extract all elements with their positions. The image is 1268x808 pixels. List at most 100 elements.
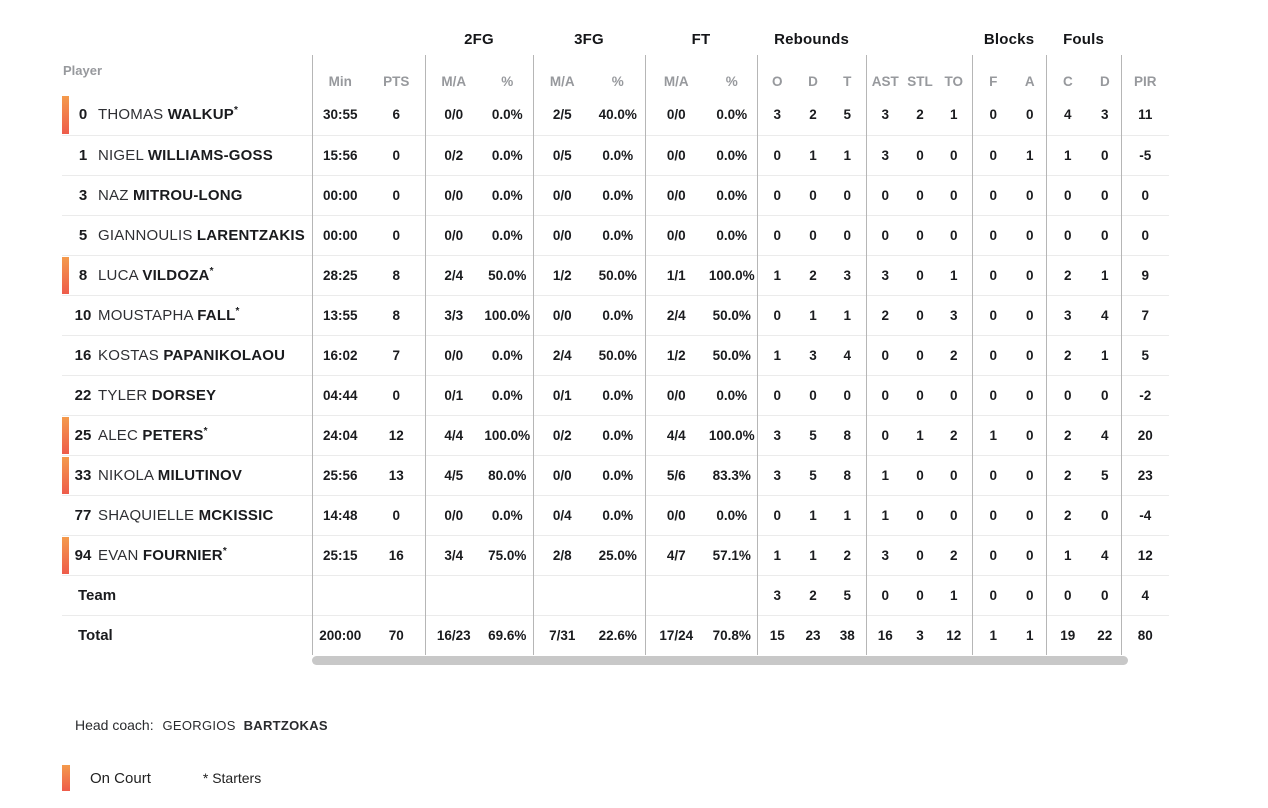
player-name[interactable]: KOSTAS PAPANIKOLAOU — [98, 347, 285, 364]
stat-cell: 0 — [904, 294, 937, 335]
stat-cell: 0 — [1014, 374, 1047, 415]
stat-cell: 50.0% — [482, 254, 533, 295]
stat-cell: 0 — [368, 494, 425, 535]
stat-cell: 0.0% — [707, 494, 758, 535]
player-name[interactable]: MOUSTAPHA FALL* — [98, 306, 240, 324]
stat-cell: 5 — [797, 414, 830, 455]
player-name[interactable]: GIANNOULIS LARENTZAKIS — [98, 227, 305, 244]
horizontal-scrollbar[interactable] — [312, 656, 1128, 665]
total-row-label: Total — [78, 626, 113, 644]
player-name[interactable]: LUCA VILDOZA* — [98, 266, 214, 284]
stat-cell: 0.0% — [491, 107, 523, 123]
stat-cell: 0/2 — [424, 134, 482, 175]
stat-cell: 2 — [1045, 334, 1090, 375]
stat-cell: 2 — [936, 534, 973, 575]
stat-cell: 80 — [1120, 614, 1170, 655]
stat-cell: 0 — [1014, 214, 1047, 255]
player-name[interactable]: ALEC PETERS* — [98, 426, 208, 444]
stat-cell: 0 — [756, 214, 798, 255]
player-first-name: NIGEL — [98, 146, 148, 164]
column-header: % — [725, 74, 738, 89]
stat-cell: 0.0% — [591, 454, 645, 495]
stat-cell: 0/0 — [644, 494, 707, 535]
player-first-name: EVAN — [98, 546, 143, 564]
stat-cell: 3 — [829, 254, 867, 295]
stat-cell: 2 — [1045, 494, 1090, 535]
player-last-name: DORSEY — [151, 386, 217, 404]
stat-cell: 0/0 — [424, 174, 482, 215]
legend-starters-label: * Starters — [202, 770, 262, 786]
stat-cell: 4/4 — [424, 414, 482, 455]
stat-cell: 0 — [904, 574, 937, 615]
player-name[interactable]: EVAN FOURNIER* — [98, 546, 227, 564]
stat-cell: 15 — [756, 614, 798, 655]
stat-cell: 1 — [1089, 334, 1122, 375]
stat-cell: 4/7 — [644, 534, 707, 575]
player-cell: 22 TYLER DORSEY — [62, 374, 312, 415]
stat-cell: 2 — [809, 107, 817, 123]
jersey-number: 5 — [78, 226, 88, 244]
stat-cell: 1 — [797, 494, 830, 535]
stat-cell — [482, 574, 533, 615]
stat-cell: 0 — [1120, 214, 1170, 255]
player-name[interactable]: NIGEL WILLIAMS-GOSS — [98, 147, 273, 164]
stat-cell: 2 — [916, 107, 924, 123]
stat-cell: 1 — [865, 454, 905, 495]
stat-cell: 1 — [829, 134, 867, 175]
player-row: 77 SHAQUIELLE MCKISSIC 14:48 0 0/0 0.0% 0/4 0.0… — [62, 494, 1170, 535]
column-header: AST — [865, 55, 905, 95]
stat-cell: 1 — [756, 334, 798, 375]
stat-cell: 0 — [368, 214, 425, 255]
stat-cell: 0/2 — [532, 414, 591, 455]
stat-cell: 04:44 — [311, 374, 368, 415]
player-row: 1 NIGEL WILLIAMS-GOSS 15:56 0 0/2 0.0% 0/5 0.0%… — [62, 134, 1170, 175]
stat-cell: 0/0 — [644, 214, 707, 255]
stat-cell: 57.1% — [707, 534, 758, 575]
on-court-indicator — [62, 536, 69, 574]
player-name[interactable]: THOMAS WALKUP* — [98, 106, 238, 124]
player-name[interactable]: NIKOLA MILUTINOV — [98, 467, 242, 484]
stat-cell: 0 — [904, 334, 937, 375]
stat-cell: 0.0% — [707, 174, 758, 215]
stat-cell: 3 — [865, 534, 905, 575]
stat-cell: 4 — [1120, 574, 1170, 615]
column-header: M/A — [644, 55, 707, 95]
stat-cell: 12 — [936, 614, 973, 655]
player-name[interactable]: SHAQUIELLE MCKISSIC — [98, 507, 274, 524]
player-last-name: LARENTZAKIS — [196, 226, 305, 244]
stat-cell: 3/3 — [424, 294, 482, 335]
stat-cell: 0 — [971, 134, 1015, 175]
stat-cell: 0.0% — [707, 374, 758, 415]
stat-cell: 0 — [904, 454, 937, 495]
column-header: T — [843, 74, 852, 89]
stat-cell: 1 — [829, 494, 867, 535]
stat-cell: 13 — [368, 454, 425, 495]
stat-cell: 00:00 — [311, 214, 368, 255]
stat-cell: 1/2 — [644, 334, 707, 375]
stat-cell: 30:55 — [311, 95, 368, 135]
stat-group-header-row: 2FG 3FG FT Rebounds Blocks Fouls — [62, 30, 1169, 55]
player-name[interactable]: TYLER DORSEY — [98, 387, 216, 404]
head-coach-line: Head coach: GEORGIOS BARTZOKAS — [75, 717, 1268, 733]
jersey-number: 25 — [74, 426, 92, 444]
stat-cell: 0/0 — [644, 134, 707, 175]
stat-cell: 0 — [1120, 174, 1170, 215]
stat-cell: 0/1 — [424, 374, 482, 415]
stat-cell: 0 — [971, 534, 1015, 575]
stat-cell: 0.0% — [591, 134, 645, 175]
player-cell: 3 NAZ MITROU-LONG — [62, 174, 312, 215]
legend-on-court-label: On Court — [90, 769, 151, 787]
stat-cell: 0.0% — [591, 494, 645, 535]
stat-cell: 0 — [1014, 334, 1047, 375]
stat-cell: 15:56 — [311, 134, 368, 175]
stat-cell: 4 — [1045, 95, 1090, 135]
player-first-name: MOUSTAPHA — [98, 306, 198, 324]
player-first-name: TYLER — [98, 386, 152, 404]
stat-cell: 0.0% — [591, 414, 645, 455]
player-name[interactable]: NAZ MITROU-LONG — [98, 187, 243, 204]
stat-cell: 100.0% — [482, 294, 533, 335]
stat-cell: 0 — [829, 174, 867, 215]
stat-cell: 3 — [904, 614, 937, 655]
stat-cell: 5 — [843, 107, 852, 123]
stat-cell: 9 — [1120, 254, 1170, 295]
